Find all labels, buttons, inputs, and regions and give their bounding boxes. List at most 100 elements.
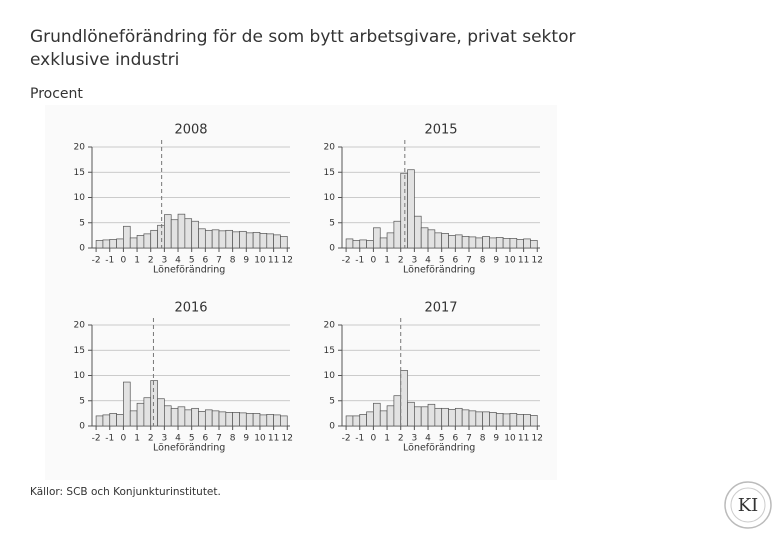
y-tick-label: 10 xyxy=(74,371,86,381)
bar xyxy=(373,402,381,427)
bar xyxy=(109,413,117,427)
bar xyxy=(393,220,402,249)
y-tick-label: 10 xyxy=(74,193,86,203)
x-tick-label: 6 xyxy=(452,256,458,266)
bar xyxy=(232,231,240,249)
bar xyxy=(427,229,436,249)
bar xyxy=(454,407,463,427)
x-tick-label: 3 xyxy=(162,434,168,444)
bar xyxy=(516,239,524,249)
bar xyxy=(198,411,206,427)
y-tick-label: 10 xyxy=(324,193,336,203)
x-axis-label: Löneförändring xyxy=(153,443,225,454)
bar xyxy=(454,234,463,249)
x-tick-label: 8 xyxy=(230,434,236,444)
bar xyxy=(136,235,145,249)
x-tick-label: 4 xyxy=(175,256,181,266)
bar xyxy=(434,407,443,427)
bar xyxy=(184,218,193,249)
y-tick-label: 15 xyxy=(324,168,335,178)
x-tick-label: 7 xyxy=(466,256,472,266)
logo-ring xyxy=(724,481,772,529)
bar xyxy=(530,415,538,427)
bar xyxy=(280,415,288,427)
bar xyxy=(523,414,531,427)
x-tick-label: 12 xyxy=(532,256,543,266)
bar xyxy=(502,238,511,249)
bar xyxy=(266,233,274,249)
bar xyxy=(245,232,254,249)
bar xyxy=(489,237,497,249)
bar xyxy=(157,224,165,249)
x-tick-label: 6 xyxy=(452,434,458,444)
bar xyxy=(482,411,490,427)
y-tick-label: 5 xyxy=(329,218,335,228)
bar xyxy=(530,240,538,249)
x-tick-label: 3 xyxy=(162,256,168,266)
bar xyxy=(259,414,268,427)
bar xyxy=(245,413,254,427)
bar xyxy=(157,398,165,427)
bar xyxy=(461,409,470,427)
x-tick-label: -2 xyxy=(342,256,351,266)
bar xyxy=(218,230,227,249)
bar xyxy=(123,225,131,249)
bar xyxy=(441,407,449,427)
bar xyxy=(393,395,402,427)
x-tick-label: 6 xyxy=(202,256,208,266)
y-tick-label: 20 xyxy=(74,143,86,153)
x-tick-label: -1 xyxy=(355,256,364,266)
bar xyxy=(170,219,179,249)
x-tick-label: 5 xyxy=(439,256,445,266)
bar xyxy=(123,381,131,427)
logo: KI xyxy=(738,495,759,516)
x-tick-label: 8 xyxy=(480,434,486,444)
panel-title: 2016 xyxy=(174,301,207,316)
bar xyxy=(352,240,361,249)
bar xyxy=(502,413,511,427)
bar xyxy=(177,213,186,249)
x-tick-label: 7 xyxy=(466,434,472,444)
y-tick-label: 5 xyxy=(79,218,85,228)
bar xyxy=(211,410,220,427)
bar xyxy=(523,238,531,249)
bar xyxy=(434,232,443,249)
bar xyxy=(198,228,206,249)
x-tick-label: 2 xyxy=(398,256,404,266)
x-tick-label: 1 xyxy=(134,256,140,266)
x-axis-label: Löneförändring xyxy=(403,443,475,454)
bar xyxy=(191,220,199,249)
bar xyxy=(420,227,429,249)
x-tick-label: 9 xyxy=(493,256,499,266)
y-tick-label: 15 xyxy=(74,346,85,356)
bar xyxy=(482,236,490,249)
x-tick-label: -2 xyxy=(92,434,101,444)
bar xyxy=(170,407,179,427)
x-tick-label: 0 xyxy=(121,434,127,444)
bar xyxy=(373,227,381,249)
bar xyxy=(150,380,158,427)
x-tick-label: 4 xyxy=(425,256,431,266)
x-tick-label: -1 xyxy=(105,256,114,266)
bar xyxy=(266,414,274,427)
x-tick-label: 4 xyxy=(425,434,431,444)
bar xyxy=(143,397,152,427)
bar xyxy=(150,229,158,249)
bar xyxy=(109,239,117,249)
bar xyxy=(448,408,456,427)
x-tick-label: 1 xyxy=(384,434,390,444)
x-tick-label: 1 xyxy=(134,434,140,444)
page-title: Grundlöneförändring för de som bytt arbe… xyxy=(30,27,575,47)
y-tick-label: 0 xyxy=(79,422,85,432)
x-tick-label: 7 xyxy=(216,256,222,266)
panel-title: 2008 xyxy=(174,123,207,138)
x-tick-label: 10 xyxy=(254,434,266,444)
bar xyxy=(116,414,124,427)
x-tick-label: 0 xyxy=(371,434,377,444)
bar xyxy=(239,230,247,249)
bar xyxy=(414,406,422,427)
x-tick-label: -1 xyxy=(105,434,114,444)
page-title-line2: exklusive industri xyxy=(30,50,179,70)
x-tick-label: -2 xyxy=(92,256,101,266)
bar xyxy=(468,410,477,427)
